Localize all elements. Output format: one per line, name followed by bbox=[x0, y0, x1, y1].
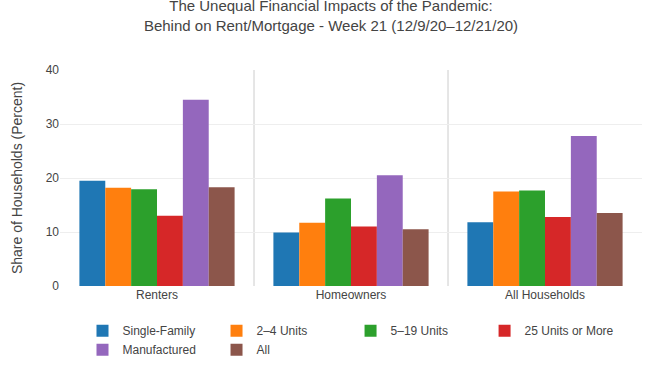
svg-text:0: 0 bbox=[52, 279, 59, 293]
svg-text:25 Units or More: 25 Units or More bbox=[525, 324, 614, 338]
svg-text:Share of Households (Percent): Share of Households (Percent) bbox=[9, 82, 25, 274]
svg-text:2–4 Units: 2–4 Units bbox=[257, 324, 308, 338]
svg-text:All: All bbox=[257, 343, 270, 357]
svg-text:Manufactured: Manufactured bbox=[123, 343, 196, 357]
svg-text:40: 40 bbox=[46, 63, 60, 77]
svg-text:All Households: All Households bbox=[505, 288, 585, 302]
svg-text:5–19 Units: 5–19 Units bbox=[391, 324, 448, 338]
svg-text:Renters: Renters bbox=[136, 288, 178, 302]
svg-text:20: 20 bbox=[46, 171, 60, 185]
svg-text:The Unequal Financial Impacts: The Unequal Financial Impacts of the Pan… bbox=[144, 0, 518, 34]
svg-text:30: 30 bbox=[46, 117, 60, 131]
svg-text:10: 10 bbox=[46, 225, 60, 239]
svg-text:Single-Family: Single-Family bbox=[123, 324, 196, 338]
svg-text:Homeowners: Homeowners bbox=[316, 288, 387, 302]
